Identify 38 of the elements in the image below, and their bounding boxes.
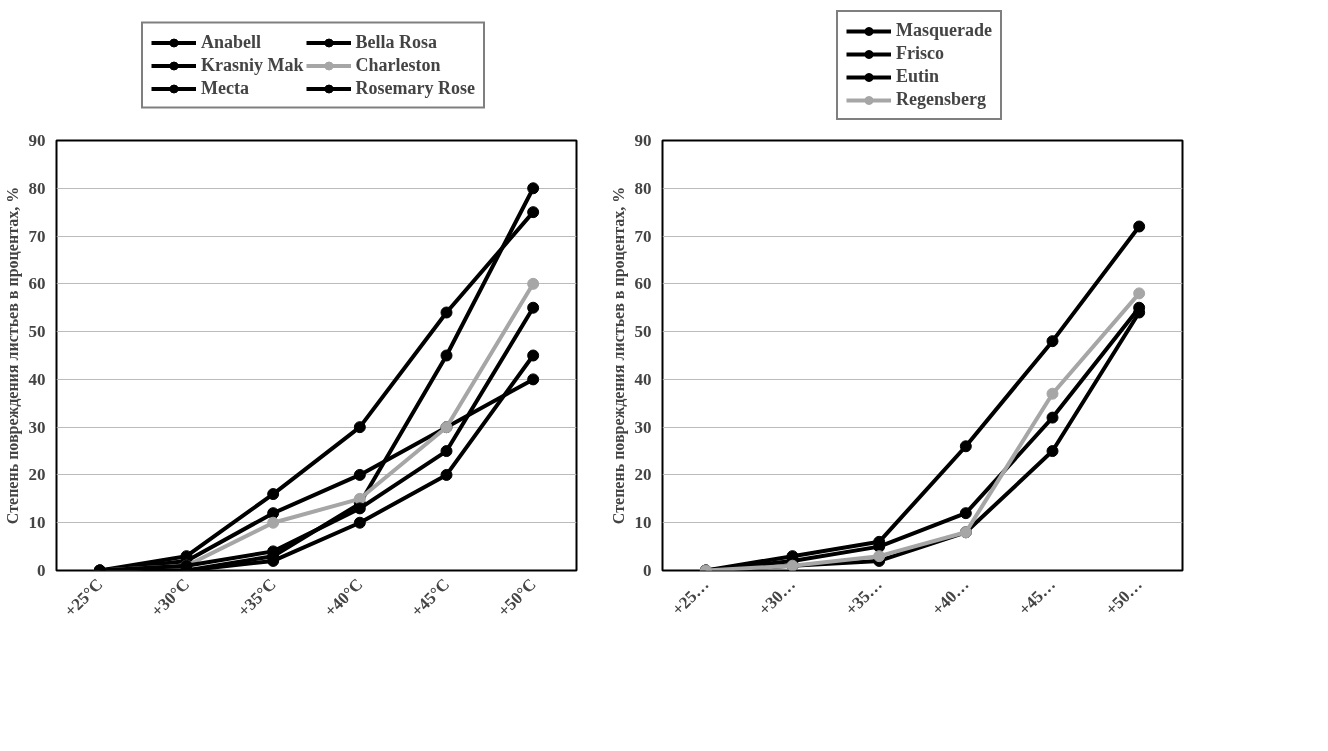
- x-tick-label: +45…: [1014, 574, 1060, 620]
- x-tick-label: +40…: [928, 574, 973, 620]
- legend-label: Anabell: [201, 31, 262, 53]
- y-tick-label: 70: [634, 226, 652, 246]
- legend-label: Mecta: [201, 77, 249, 99]
- x-tick-label: +50…: [1101, 574, 1146, 620]
- y-tick-label: 0: [37, 561, 46, 580]
- y-tick-label: 60: [634, 274, 652, 294]
- legend-label: Masquerade: [896, 20, 992, 41]
- y-tick-label: 70: [28, 226, 46, 246]
- y-tick-label: 60: [28, 274, 46, 294]
- legend-label: Frisco: [896, 43, 944, 64]
- y-tick-label: 30: [634, 417, 652, 437]
- y-tick-label: 30: [28, 417, 46, 437]
- y-tick-label: 50: [634, 322, 652, 342]
- y-tick-label: 0: [643, 561, 652, 580]
- y-tick-label: 40: [28, 369, 46, 389]
- y-tick-label: 90: [28, 131, 46, 150]
- y-tick-label: 80: [28, 178, 46, 198]
- y-tick-label: 90: [634, 131, 652, 150]
- x-tick-label: +35…: [841, 574, 886, 620]
- x-tick-label: +30…: [754, 574, 800, 620]
- legend-label: Krasniy Mak: [201, 54, 304, 76]
- x-tick-label: +25…: [668, 574, 713, 620]
- legend-label: Bella Rosa: [355, 31, 438, 53]
- legend-label: Charleston: [355, 54, 441, 76]
- y-tick-label: 80: [634, 178, 652, 198]
- legend-label: Rosemary Rose: [355, 77, 475, 99]
- y-axis-title: Степень повреждения листьев в процентах, %: [609, 186, 628, 525]
- y-tick-label: 10: [634, 513, 652, 533]
- y-tick-label: 10: [28, 513, 46, 533]
- y-axis-title: Степень повреждения листьев в процентах, %: [3, 186, 22, 525]
- y-tick-label: 20: [634, 465, 652, 485]
- y-tick-label: 20: [28, 465, 46, 485]
- legend-label: Eutin: [896, 66, 940, 87]
- y-tick-label: 50: [28, 322, 46, 342]
- y-tick-label: 40: [634, 369, 652, 389]
- legend-label: Regensberg: [896, 89, 986, 110]
